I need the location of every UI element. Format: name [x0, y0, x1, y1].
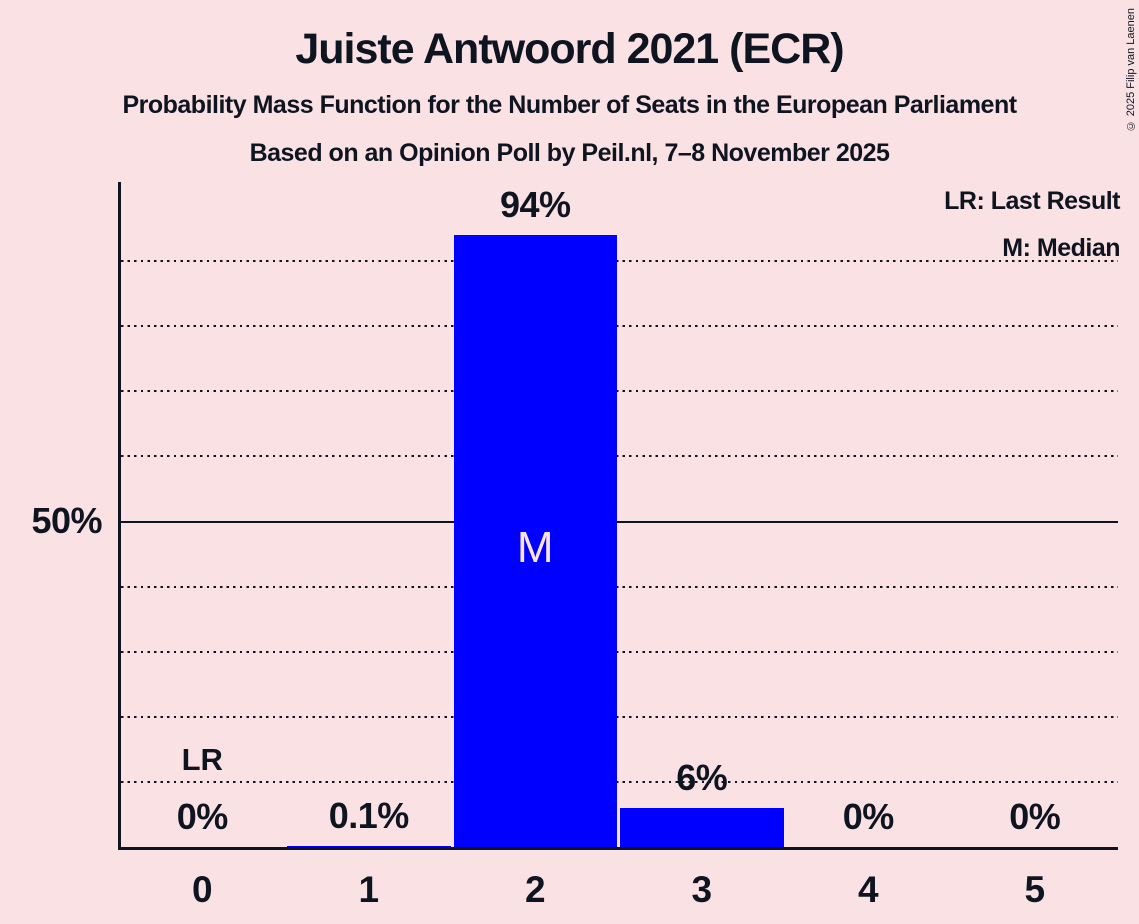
gridline-dotted-10	[121, 780, 1118, 783]
gridline-dotted-20	[121, 715, 1118, 718]
subtitle-line1: Probability Mass Function for the Number…	[122, 91, 1017, 119]
page-title: Juiste Antwoord 2021 (ECR)	[295, 25, 844, 73]
subtitle-line2: Based on an Opinion Poll by Peil.nl, 7–8…	[249, 139, 890, 167]
gridline-dotted-40	[121, 585, 1118, 588]
gridline-dotted-80	[121, 325, 1118, 328]
gridline-dotted-30	[121, 650, 1118, 653]
value-label-seat-1: 0.1%	[328, 795, 410, 837]
value-label-seat-5: 0%	[1009, 796, 1061, 837]
last-result-marker: LR	[181, 742, 223, 777]
legend-median: M: Median	[1002, 234, 1120, 262]
x-tick-label-1: 1	[358, 869, 380, 910]
x-tick-label-2: 2	[524, 869, 546, 910]
bar-seat-1	[287, 846, 451, 847]
x-tick-label-3: 3	[691, 869, 713, 910]
gridline-solid-50	[121, 520, 1118, 523]
x-tick-label-4: 4	[857, 869, 879, 910]
gridline-dotted-90	[121, 260, 1118, 263]
median-marker: M	[516, 523, 554, 573]
value-label-seat-4: 0%	[842, 796, 895, 837]
x-tick-label-5: 5	[1024, 869, 1046, 910]
legend-last-result: LR: Last Result	[944, 187, 1120, 215]
bar-seat-3	[620, 807, 784, 847]
x-axis-line	[117, 847, 1118, 850]
gridline-dotted-60	[121, 455, 1118, 458]
bar-seat-2	[453, 235, 617, 847]
y-axis-line	[117, 182, 121, 850]
gridline-dotted-70	[121, 390, 1118, 393]
x-tick-label-0: 0	[191, 869, 213, 910]
value-label-seat-3: 6%	[676, 756, 728, 798]
y-axis-label-50: 50%	[31, 500, 102, 541]
value-label-seat-0: 0%	[176, 796, 229, 837]
value-label-seat-2: 94%	[499, 184, 571, 226]
copyright-notice: © 2025 Filip van Laenen	[1125, 8, 1137, 132]
